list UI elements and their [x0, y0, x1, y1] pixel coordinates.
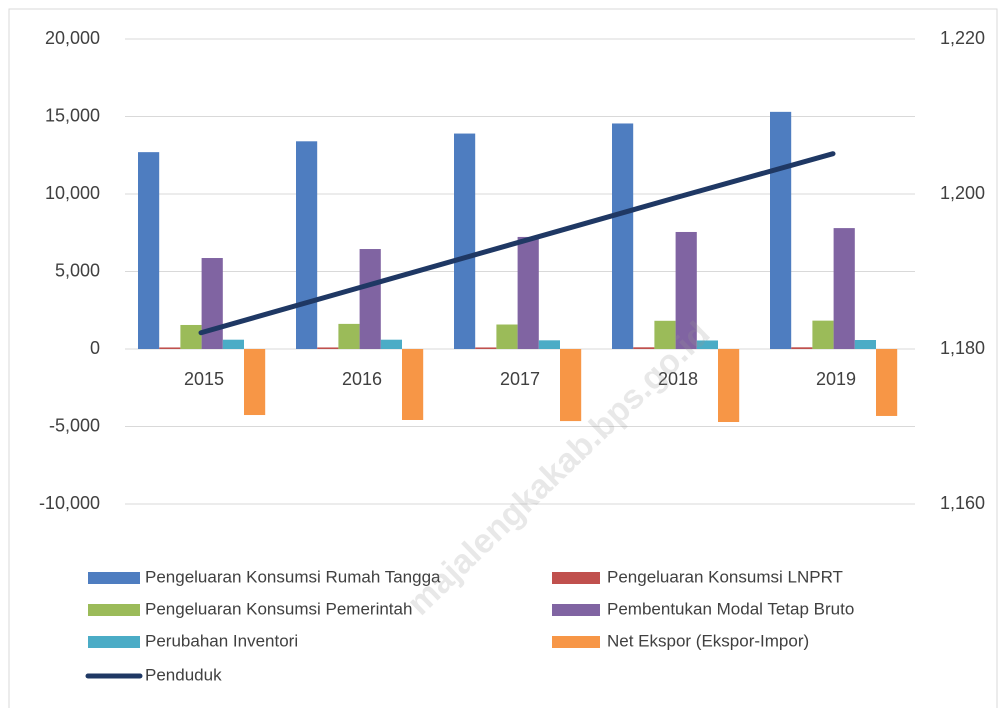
- bar: [296, 141, 318, 349]
- bar: [560, 349, 582, 422]
- bar: [180, 324, 202, 349]
- legend-swatch: [552, 572, 600, 584]
- bar: [317, 347, 339, 349]
- bar: [475, 347, 497, 349]
- legend-label: Perubahan Inventori: [145, 631, 298, 650]
- bar: [791, 347, 813, 349]
- bar: [854, 340, 876, 349]
- legend-label: Pembentukan Modal Tetap Bruto: [607, 599, 854, 618]
- legend-swatch: [88, 636, 140, 648]
- legend-label: Pengeluaran Konsumsi Pemerintah: [145, 599, 412, 618]
- bar: [675, 231, 697, 349]
- y-tick-label: -5,000: [49, 415, 100, 435]
- chart-border: [8, 8, 998, 710]
- bar: [538, 340, 560, 349]
- bar: [770, 111, 792, 349]
- legend-swatch: [88, 604, 140, 616]
- y2-tick-label: 1,200: [940, 183, 985, 203]
- line-series: [198, 151, 836, 336]
- bar: [812, 320, 834, 349]
- y2-tick-label: 1,180: [940, 338, 985, 358]
- x-tick-label: 2015: [184, 369, 224, 389]
- y-tick-label: 20,000: [45, 28, 100, 48]
- legend-swatch: [552, 604, 600, 616]
- bar: [517, 236, 539, 349]
- bar: [159, 347, 181, 349]
- y-tick-label: 10,000: [45, 183, 100, 203]
- bar: [222, 339, 244, 349]
- y-tick-label: 0: [90, 338, 100, 358]
- x-tick-label: 2017: [500, 369, 540, 389]
- bar: [612, 123, 634, 349]
- legend-swatch: [552, 636, 600, 648]
- bar: [380, 339, 402, 349]
- bar: [696, 340, 718, 349]
- bar: [876, 349, 898, 416]
- bar: [496, 324, 518, 349]
- y2-tick-label: 1,220: [940, 28, 985, 48]
- x-tick-label: 2018: [658, 369, 698, 389]
- x-tick-label: 2016: [342, 369, 382, 389]
- legend-label: Net Ekspor (Ekspor-Impor): [607, 631, 809, 650]
- legend-swatch: [88, 572, 140, 584]
- bar: [201, 258, 223, 349]
- y2-tick-label: 1,160: [940, 493, 985, 513]
- bar: [454, 133, 476, 349]
- bar: [244, 349, 266, 416]
- legend-label: Pengeluaran Konsumsi Rumah Tangga: [145, 567, 441, 586]
- legend-label: Pengeluaran Konsumsi LNPRT: [607, 567, 843, 586]
- bar: [718, 349, 740, 423]
- y-tick-label: 15,000: [45, 105, 100, 125]
- bar: [833, 228, 855, 349]
- bar: [633, 347, 655, 349]
- x-tick-label: 2019: [816, 369, 856, 389]
- bar: [338, 323, 360, 349]
- legend-label: Penduduk: [145, 665, 222, 684]
- bar: [654, 320, 676, 349]
- y-tick-label: -10,000: [39, 493, 100, 513]
- bar: [359, 249, 381, 349]
- bar: [402, 349, 424, 420]
- y-tick-label: 5,000: [55, 260, 100, 280]
- bar: [138, 152, 160, 349]
